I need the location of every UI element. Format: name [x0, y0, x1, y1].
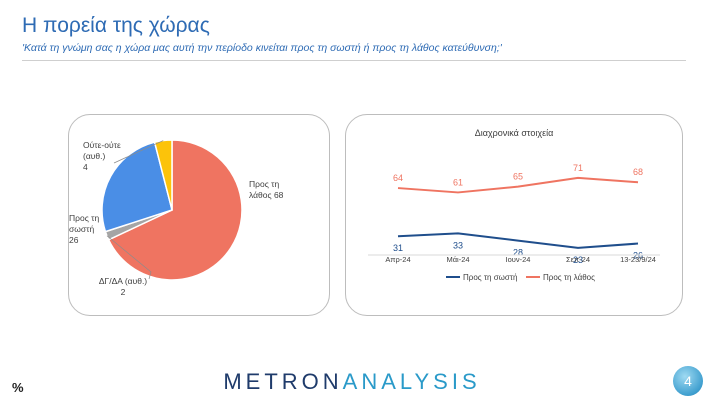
- data-label: 61: [453, 177, 463, 187]
- line-chart-title: Διαχρονικά στοιχεία: [475, 128, 554, 138]
- x-tick-label: Μάι-24: [446, 255, 469, 264]
- pie-label-line: Ούτε-ούτε: [83, 140, 121, 150]
- brand-logo: METRONANALYSIS: [0, 369, 704, 395]
- data-label: 23: [573, 255, 583, 265]
- x-tick-label: Σεπ-24: [566, 255, 590, 264]
- pie-slice-0: [107, 139, 243, 281]
- brand-logo-part2: ANALYSIS: [342, 369, 481, 394]
- pie-label-line: ΔΓ/ΔΑ (αυθ.): [99, 276, 147, 286]
- percent-sign: %: [12, 380, 24, 395]
- pie-label-line: Προς τη: [249, 179, 280, 189]
- page-subtitle: 'Κατά τη γνώμη σας η χώρα μας αυτή την π…: [22, 42, 502, 54]
- data-label: 68: [633, 167, 643, 177]
- data-label: 31: [393, 243, 403, 253]
- pie-label-line: (αυθ.): [83, 151, 105, 161]
- pie-chart-panel: Προς τη λάθος 68 ΔΓ/ΔΑ (αυθ.) 2 Προς τη σωστή…: [68, 114, 330, 316]
- series-line-1: [397, 176, 639, 194]
- data-label: 71: [573, 163, 583, 173]
- pie-label-line: 4: [83, 162, 88, 172]
- pie-leader-line-1: [106, 235, 152, 280]
- pie-label-line: σωστή: [69, 224, 94, 234]
- pie-label-2: Προς τη σωστή 26: [69, 213, 100, 245]
- data-label: 65: [513, 172, 523, 182]
- title-divider: [22, 60, 686, 61]
- data-label: 33: [453, 240, 463, 250]
- page-title: Η πορεία της χώρας: [22, 14, 210, 37]
- brand-logo-part1: METRON: [223, 369, 343, 394]
- legend-label-1: Προς τη λάθος: [543, 273, 595, 282]
- pie-label-line: Προς τη: [69, 213, 100, 223]
- data-label: 28: [513, 248, 523, 258]
- series-line-0: [397, 232, 639, 249]
- data-label: 26: [633, 251, 643, 261]
- pie-label-line: 26: [69, 235, 79, 245]
- line-chart: Διαχρονικά στοιχεία 31 33 28 23 26 64 61 65 71 68 Α…: [368, 128, 660, 282]
- page-number-badge: 4: [673, 366, 703, 396]
- x-tick-label: 13-23/9/24: [620, 255, 656, 264]
- pie-label-1: ΔΓ/ΔΑ (αυθ.) 2: [99, 276, 147, 297]
- legend-label-0: Προς τη σωστή: [463, 273, 517, 282]
- pie-label-line: 2: [121, 287, 126, 297]
- x-tick-label: Απρ-24: [385, 255, 410, 264]
- pie-leader-line-3: [113, 140, 164, 164]
- pie-slice-2: [101, 141, 173, 233]
- pie-label-3: Ούτε-ούτε (αυθ.) 4: [83, 140, 121, 172]
- pie-label-0: Προς τη λάθος 68: [249, 179, 284, 200]
- x-tick-label: Ιουν-24: [506, 255, 531, 264]
- pie-label-line: λάθος 68: [249, 190, 284, 200]
- line-chart-panel: Διαχρονικά στοιχεία 31 33 28 23 26 64 61 65 71 68 Α…: [345, 114, 683, 316]
- data-label: 64: [393, 173, 403, 183]
